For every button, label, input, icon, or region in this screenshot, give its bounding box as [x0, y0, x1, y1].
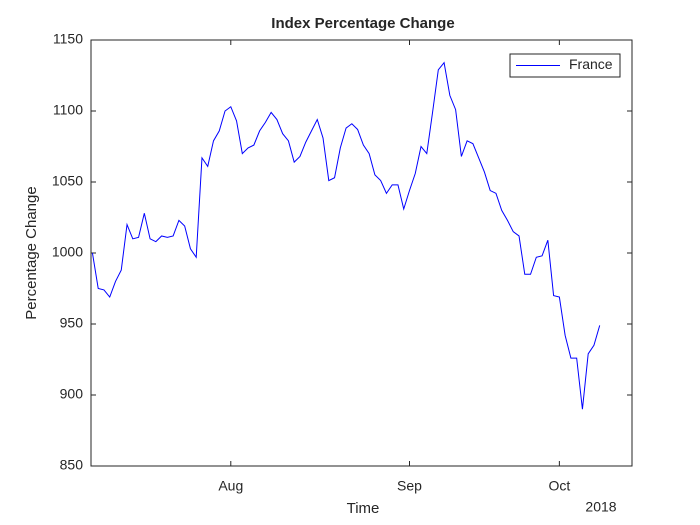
chart-title: Index Percentage Change: [271, 15, 454, 32]
data-line: [91, 61, 601, 410]
x-tick-label: Aug: [218, 478, 243, 494]
legend-box: [509, 53, 621, 78]
y-tick-label: 900: [60, 386, 84, 402]
x-axis-label: Time: [347, 500, 380, 517]
x-tick-label: Oct: [548, 478, 570, 494]
y-axis-label: Percentage Change: [23, 186, 40, 319]
x-tick-label: Sep: [397, 478, 422, 494]
y-tick-label: 1050: [52, 173, 83, 189]
x-year-label: 2018: [585, 499, 616, 515]
y-tick-label: 1150: [53, 31, 83, 47]
y-tick-label: 950: [60, 315, 84, 331]
y-tick-label: 1000: [52, 244, 83, 260]
y-tick-label: 850: [60, 457, 84, 473]
y-tick-label: 1100: [53, 102, 83, 118]
legend-label: France: [569, 56, 613, 72]
